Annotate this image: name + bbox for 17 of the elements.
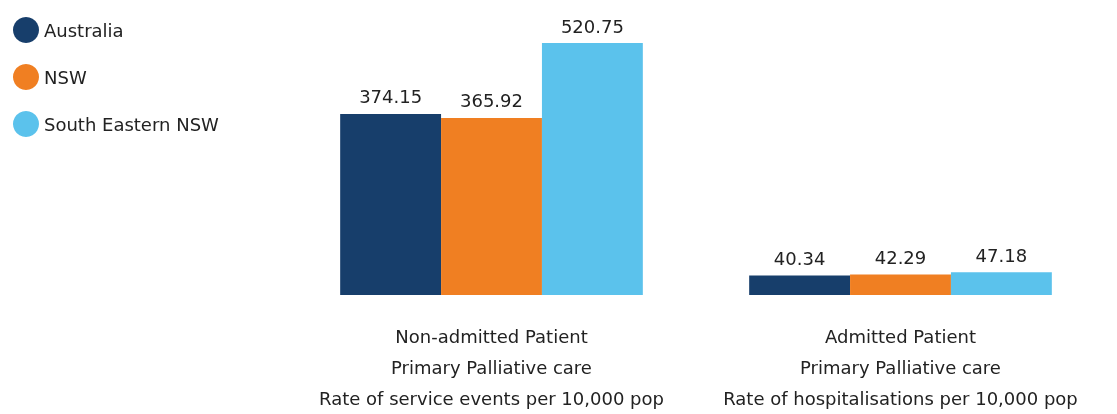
x-tick-label: Admitted Patient Primary Palliative care Rate of hospitalisations per 10,000 pop bbox=[723, 326, 1078, 409]
data-label: 365.92 bbox=[460, 90, 523, 112]
data-label: 47.18 bbox=[975, 244, 1028, 266]
bar bbox=[749, 275, 851, 295]
bar bbox=[441, 117, 542, 295]
data-label: 374.15 bbox=[359, 86, 423, 108]
data-label: 42.29 bbox=[874, 247, 927, 269]
data-label: 40.34 bbox=[773, 247, 826, 269]
legend-label: South Eastern NSW bbox=[44, 113, 220, 135]
bar bbox=[850, 274, 951, 295]
bar bbox=[541, 43, 643, 295]
bar bbox=[950, 272, 1052, 295]
bar bbox=[340, 113, 442, 295]
data-label: 520.75 bbox=[560, 15, 624, 37]
x-tick-label: Non-admitted Patient Primary Palliative care Rate of service events per 10,000 pop bbox=[319, 326, 664, 409]
legend-label: NSW bbox=[44, 66, 87, 88]
legend-label: Australia bbox=[44, 19, 124, 41]
